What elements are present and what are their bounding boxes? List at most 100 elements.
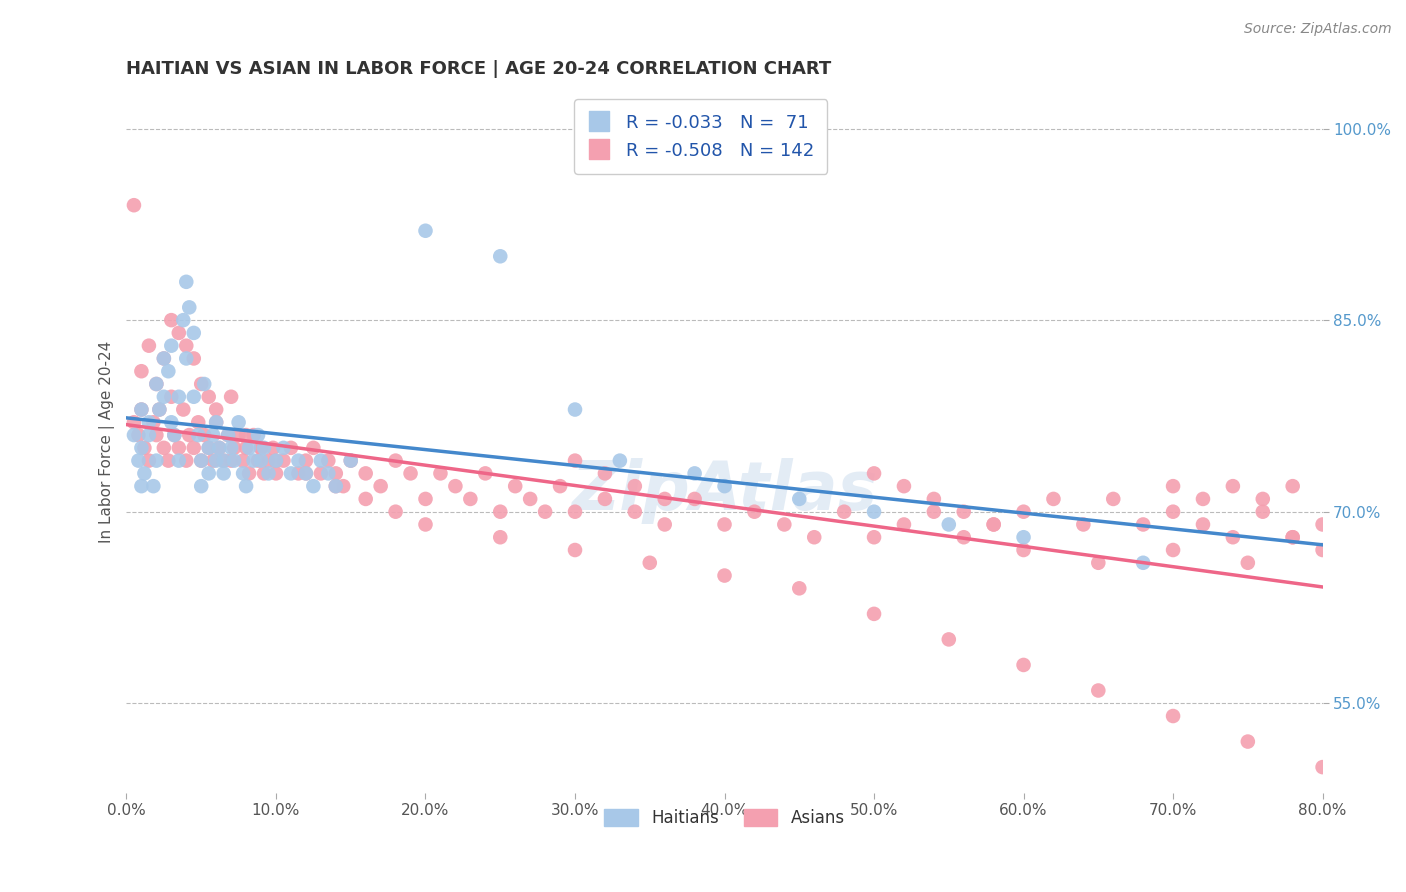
- Point: [202, 453, 225, 467]
- Point: [309, 467, 332, 481]
- Point: [217, 428, 239, 442]
- Point: [148, 402, 170, 417]
- Point: [295, 467, 318, 481]
- Point: [983, 517, 1005, 532]
- Point: [205, 415, 228, 429]
- Point: [1281, 530, 1303, 544]
- Point: [127, 428, 149, 442]
- Point: [1281, 530, 1303, 544]
- Point: [489, 505, 512, 519]
- Point: [160, 390, 183, 404]
- Point: [153, 351, 176, 366]
- Point: [280, 441, 302, 455]
- Point: [1161, 505, 1184, 519]
- Point: [609, 453, 631, 467]
- Point: [983, 517, 1005, 532]
- Point: [197, 390, 219, 404]
- Point: [654, 491, 676, 506]
- Point: [384, 453, 406, 467]
- Point: [280, 467, 302, 481]
- Point: [519, 491, 541, 506]
- Point: [1251, 491, 1274, 506]
- Point: [235, 428, 257, 442]
- Point: [273, 453, 295, 467]
- Point: [219, 453, 242, 467]
- Point: [190, 453, 212, 467]
- Point: [287, 467, 309, 481]
- Point: [744, 505, 766, 519]
- Point: [167, 326, 190, 340]
- Text: ZipAtlas: ZipAtlas: [571, 458, 877, 524]
- Point: [153, 351, 176, 366]
- Point: [238, 441, 260, 455]
- Point: [287, 453, 309, 467]
- Point: [1132, 556, 1154, 570]
- Point: [179, 301, 201, 315]
- Point: [253, 467, 276, 481]
- Point: [1012, 530, 1035, 544]
- Point: [325, 479, 347, 493]
- Point: [863, 530, 886, 544]
- Point: [683, 491, 706, 506]
- Point: [1102, 491, 1125, 506]
- Point: [190, 376, 212, 391]
- Point: [1237, 556, 1260, 570]
- Point: [172, 313, 194, 327]
- Point: [713, 479, 735, 493]
- Point: [205, 402, 228, 417]
- Point: [787, 582, 810, 596]
- Point: [174, 339, 197, 353]
- Point: [938, 632, 960, 647]
- Point: [145, 453, 167, 467]
- Point: [938, 517, 960, 532]
- Point: [138, 453, 160, 467]
- Point: [160, 415, 183, 429]
- Point: [564, 505, 586, 519]
- Point: [212, 453, 235, 467]
- Point: [503, 479, 526, 493]
- Point: [163, 428, 186, 442]
- Y-axis label: In Labor Force | Age 20-24: In Labor Force | Age 20-24: [100, 341, 115, 542]
- Point: [167, 441, 190, 455]
- Point: [212, 453, 235, 467]
- Point: [122, 428, 145, 442]
- Point: [157, 453, 180, 467]
- Point: [1161, 543, 1184, 558]
- Point: [167, 453, 190, 467]
- Point: [153, 390, 176, 404]
- Point: [1251, 505, 1274, 519]
- Point: [153, 441, 176, 455]
- Point: [160, 339, 183, 353]
- Point: [138, 415, 160, 429]
- Point: [593, 467, 616, 481]
- Point: [922, 505, 945, 519]
- Point: [1161, 479, 1184, 493]
- Point: [863, 467, 886, 481]
- Point: [224, 441, 246, 455]
- Point: [564, 453, 586, 467]
- Point: [1087, 556, 1109, 570]
- Point: [163, 428, 186, 442]
- Point: [142, 479, 165, 493]
- Point: [654, 517, 676, 532]
- Point: [952, 505, 974, 519]
- Point: [208, 441, 231, 455]
- Point: [228, 415, 250, 429]
- Point: [190, 479, 212, 493]
- Point: [1312, 543, 1334, 558]
- Point: [193, 428, 215, 442]
- Point: [190, 453, 212, 467]
- Point: [332, 479, 354, 493]
- Point: [250, 441, 273, 455]
- Point: [1073, 517, 1095, 532]
- Point: [183, 326, 205, 340]
- Point: [193, 376, 215, 391]
- Point: [167, 390, 190, 404]
- Point: [219, 390, 242, 404]
- Point: [183, 390, 205, 404]
- Point: [273, 441, 295, 455]
- Point: [131, 441, 153, 455]
- Point: [952, 530, 974, 544]
- Point: [262, 441, 284, 455]
- Point: [232, 453, 254, 467]
